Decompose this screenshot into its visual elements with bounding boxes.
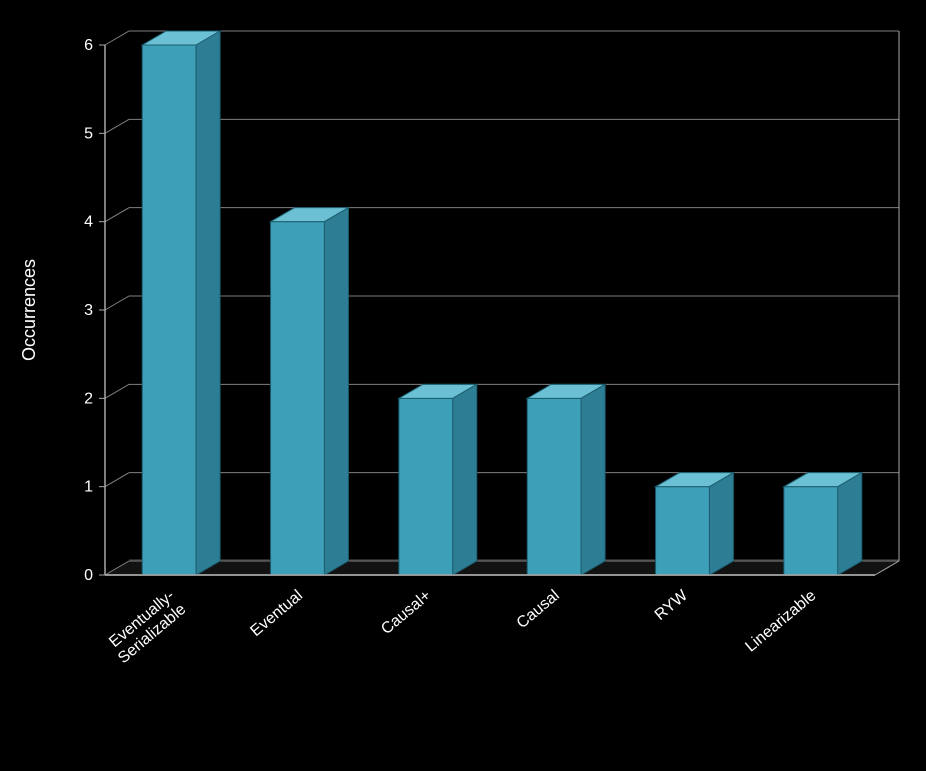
bar-side: [196, 31, 220, 575]
bar-side: [838, 473, 862, 575]
y-tick-label: 0: [84, 567, 93, 584]
y-tick-label: 4: [84, 214, 93, 231]
y-tick-label: 3: [84, 302, 93, 319]
y-tick-label: 6: [84, 37, 93, 54]
bar: [784, 487, 838, 575]
bar: [142, 45, 196, 575]
bar: [399, 398, 453, 575]
y-tick-label: 5: [84, 125, 93, 142]
bar: [527, 398, 581, 575]
y-tick-label: 1: [84, 479, 93, 496]
bar: [656, 487, 710, 575]
bar: [271, 222, 325, 575]
bar-side: [581, 384, 605, 575]
y-tick-label: 2: [84, 390, 93, 407]
bar-side: [324, 208, 348, 575]
y-axis-label: Occurrences: [19, 259, 39, 361]
bar-side: [453, 384, 477, 575]
bar-side: [709, 473, 733, 575]
